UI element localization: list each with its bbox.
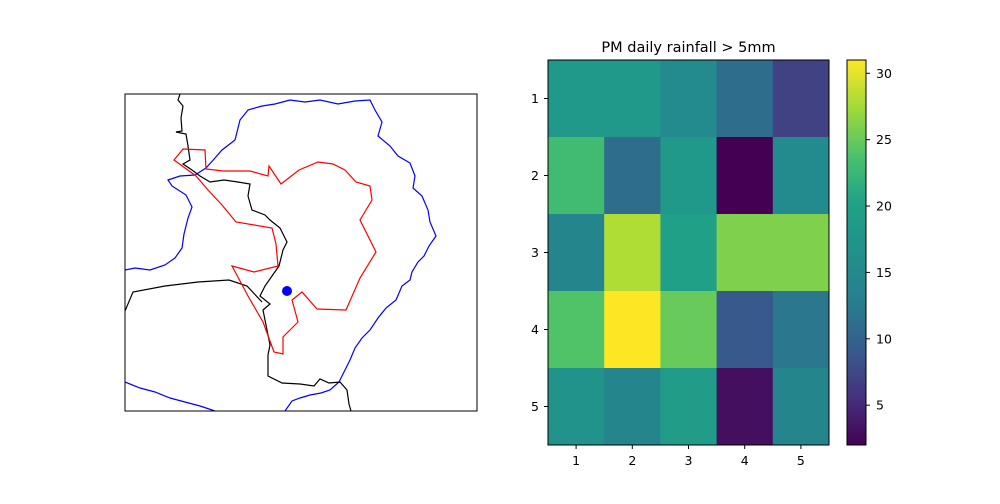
colorbar-tick-label: 5: [876, 398, 884, 413]
y-tick-label: 2: [531, 168, 539, 183]
heatmap-cell-r3-c3: [660, 214, 718, 292]
heatmap-cell-r5-c2: [604, 368, 661, 446]
colorbar: 5 10 15 20 25 30: [846, 59, 892, 446]
x-tick-label: 5: [797, 453, 805, 468]
heatmap-cell-r1-c2: [604, 60, 661, 138]
heatmap-cell-r2-c3: [660, 137, 718, 215]
heatmap-cell-r1-c5: [772, 60, 830, 138]
heatmap-cell-r2-c2: [604, 137, 661, 215]
colorbar-ticks: 5 10 15 20 25 30: [866, 66, 892, 413]
heatmap-cell-r3-c5: [772, 214, 830, 292]
y-axis-ticks: 1 2 3 4 5: [531, 91, 548, 414]
map-frame: [124, 93, 478, 412]
heatmap-cell-r5-c1: [548, 368, 605, 446]
map-layers: [125, 94, 437, 411]
heatmap-panel: PM daily rainfall > 5mm 1 2 3 4 5 1 2 3 4 5: [531, 40, 830, 468]
x-tick-label: 1: [572, 453, 580, 468]
heatmap-cells: [548, 60, 830, 446]
colorbar-frame: [846, 59, 867, 446]
colorbar-tick-label: 25: [876, 132, 892, 147]
heatmap-cell-r2-c5: [772, 137, 830, 215]
heatmap-cell-r4-c5: [772, 291, 830, 369]
heatmap-cell-r5-c5: [772, 368, 830, 446]
map-panel: [124, 93, 478, 412]
heatmap-cell-r3-c4: [716, 214, 774, 292]
x-tick-label: 4: [741, 453, 749, 468]
national-border: [175, 94, 352, 411]
heatmap-cell-r4-c1: [548, 291, 605, 369]
national-border-west: [125, 279, 263, 312]
colorbar-gradient: [847, 60, 866, 445]
y-tick-label: 4: [531, 322, 539, 337]
basin-outline-west: [125, 139, 236, 271]
heatmap-cell-r4-c4: [716, 291, 774, 369]
y-tick-label: 1: [531, 91, 539, 106]
region-outline: [173, 148, 377, 355]
heatmap-cell-r3-c2: [604, 214, 661, 292]
colorbar-tick-label: 10: [876, 331, 892, 346]
colorbar-tick-label: 20: [876, 199, 892, 214]
heatmap-cell-r5-c4: [716, 368, 774, 446]
x-tick-label: 3: [685, 453, 693, 468]
heatmap-cell-r5-c3: [660, 368, 718, 446]
heatmap-cell-r3-c1: [548, 214, 605, 292]
chart-title: PM daily rainfall > 5mm: [601, 40, 775, 56]
x-tick-label: 2: [628, 453, 636, 468]
heatmap-cell-r2-c1: [548, 137, 605, 215]
heatmap-cell-r1-c1: [548, 60, 605, 138]
heatmap-cell-r1-c4: [716, 60, 774, 138]
y-tick-label: 5: [531, 399, 539, 414]
heatmap-cell-r4-c2: [604, 291, 661, 369]
y-tick-label: 3: [531, 245, 539, 260]
colorbar-tick-label: 15: [876, 265, 892, 280]
basin-outline-south: [125, 381, 216, 411]
x-axis-ticks: 1 2 3 4 5: [572, 445, 805, 468]
heatmap-cell-r4-c3: [660, 291, 718, 369]
basin-outline: [234, 99, 437, 411]
map-background: [125, 94, 477, 411]
heatmap-cell-r2-c4: [716, 137, 774, 215]
location-marker: [282, 286, 292, 296]
colorbar-tick-label: 30: [876, 66, 892, 81]
heatmap-cell-r1-c3: [660, 60, 718, 138]
